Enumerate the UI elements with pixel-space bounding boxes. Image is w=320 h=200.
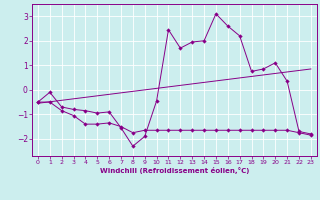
X-axis label: Windchill (Refroidissement éolien,°C): Windchill (Refroidissement éolien,°C) <box>100 167 249 174</box>
